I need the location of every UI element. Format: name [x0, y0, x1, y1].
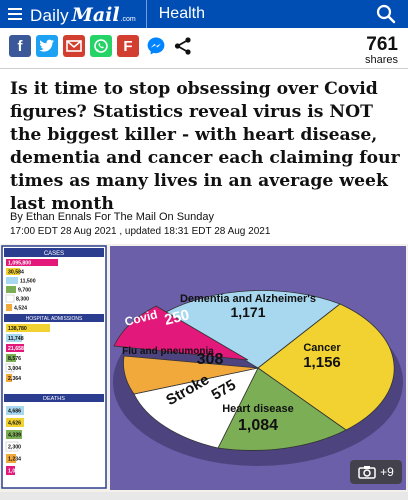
deaths-header: DEATHS: [43, 396, 65, 402]
facebook-share-button[interactable]: f: [9, 35, 31, 57]
brand-daily: Daily: [30, 6, 69, 25]
deaths-row: 2,300: [8, 445, 21, 451]
pie-value-covid: 250: [163, 306, 191, 329]
admissions-row: 3,004: [8, 366, 21, 372]
cases-header-bg: [4, 248, 104, 257]
more-share-button[interactable]: [172, 35, 194, 57]
twitter-icon: [39, 39, 54, 52]
admissions-header: HOSPITAL ADMISSIONS: [26, 316, 83, 322]
brand-mail: Mail: [71, 4, 120, 26]
messenger-share-button[interactable]: [145, 35, 167, 57]
cases-rows: 1,095,800 30,584 11,500 9,700 8,300 4,52…: [5, 259, 58, 312]
header-divider: [145, 0, 147, 28]
whatsapp-icon: [94, 39, 108, 53]
cases-row: 8,300: [16, 297, 29, 303]
share-count-label: shares: [364, 54, 398, 66]
deaths-row: 4,626: [8, 421, 21, 427]
deaths-rows: 4,686 4,626 4,339 2,300 1,234 1,002: [5, 406, 24, 475]
hamburger-menu-icon[interactable]: [0, 0, 30, 28]
share-count: 761 shares: [365, 35, 398, 66]
article-image[interactable]: CASES 1,095,800 30,584 11,500 9,700 8,30…: [0, 244, 408, 492]
whatsapp-share-button[interactable]: [90, 35, 112, 57]
brand-com: .com: [120, 16, 136, 23]
gallery-count: +9: [380, 465, 394, 479]
pie-value-cancer: 1,156: [303, 354, 341, 371]
share-count-number: 761: [366, 34, 398, 55]
flipboard-icon: F: [123, 37, 133, 55]
pie-value-heart: 1,084: [238, 417, 278, 434]
site-header: Daily Mail .com Health: [0, 0, 408, 28]
admissions-row: 11,748: [8, 336, 24, 342]
bottom-strip: [0, 492, 408, 500]
share-icon: [174, 37, 191, 55]
deaths-row: 4,686: [8, 409, 21, 415]
slice-covid: [113, 305, 249, 361]
pie-label-dementia: Dementia and Alzheimer's: [180, 293, 316, 305]
admissions-row: 21,658: [8, 346, 24, 352]
cases-row: 1,095,800: [8, 261, 31, 267]
admissions-row: 2,364: [8, 376, 21, 382]
deaths-row: 4,339: [8, 433, 21, 439]
stats-panel: [1, 245, 107, 489]
pie-label-cancer: Cancer: [303, 342, 341, 354]
admissions-rows: 138,780 11,748 21,658 8,576 3,004 2,364: [5, 324, 50, 382]
article-dateline: 17:00 EDT 28 Aug 2021 , updated 18:31 ED…: [10, 226, 271, 237]
pie-value-flu: 308: [197, 351, 224, 368]
pie-chart: [113, 290, 395, 451]
twitter-share-button[interactable]: [36, 35, 58, 57]
slice-heart: [217, 367, 347, 451]
pie-value-dementia: 1,171: [230, 304, 265, 320]
slice-cancer: [257, 303, 395, 431]
deaths-row: 1,002: [8, 469, 21, 475]
slice-stroke: [133, 367, 259, 449]
gallery-button[interactable]: +9: [350, 460, 402, 484]
cases-row: 30,584: [8, 270, 24, 276]
admissions-header-bg: [4, 314, 104, 322]
pie-label-flu: Flu and pneumonia: [122, 346, 214, 357]
cases-row: 9,700: [18, 288, 31, 294]
deaths-header-bg: [4, 394, 104, 402]
camera-icon: [358, 466, 376, 479]
messenger-icon: [147, 37, 165, 55]
share-bar: f F 761: [0, 30, 408, 66]
facebook-icon: f: [17, 37, 23, 55]
infographic: CASES 1,095,800 30,584 11,500 9,700 8,30…: [1, 245, 406, 490]
site-logo[interactable]: Daily Mail .com: [30, 0, 136, 28]
article-headline: Is it time to stop obsessing over Covid …: [10, 79, 400, 214]
envelope-icon: [66, 40, 82, 52]
cases-row: 11,500: [20, 279, 36, 285]
admissions-row: 8,576: [8, 356, 21, 362]
pie-label-heart: Heart disease: [222, 403, 294, 415]
cases-row: 4,524: [14, 306, 27, 312]
share-divider: [0, 68, 408, 69]
email-share-button[interactable]: [63, 35, 85, 57]
search-icon[interactable]: [376, 4, 396, 24]
admissions-row: 138,780: [8, 326, 27, 332]
flipboard-share-button[interactable]: F: [117, 35, 139, 57]
article-byline[interactable]: By Ethan Ennals For The Mail On Sunday: [10, 211, 215, 223]
section-link-health[interactable]: Health: [158, 5, 205, 22]
slice-flu: [123, 355, 259, 395]
deaths-row: 1,234: [8, 457, 21, 463]
cases-header: CASES: [44, 251, 64, 257]
slice-dementia: [165, 290, 341, 369]
